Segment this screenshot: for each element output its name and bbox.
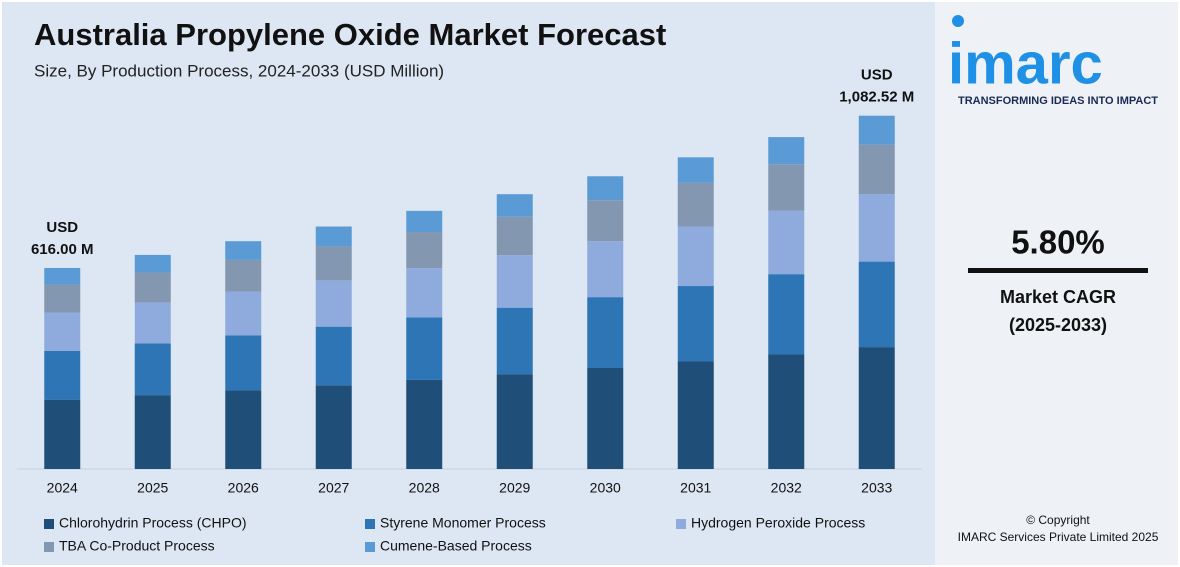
x-tick-label: 2032 (771, 480, 802, 496)
copyright: © Copyright (1026, 513, 1090, 527)
bar-segment (134, 272, 171, 303)
total-annotation: USD (46, 219, 78, 236)
chart-subtitle: Size, By Production Process, 2024-2033 (… (34, 61, 444, 80)
x-tick-label: 2029 (499, 480, 530, 496)
cagr-period: (2025-2033) (1009, 315, 1107, 335)
legend-label: Chlorohydrin Process (CHPO) (59, 515, 247, 531)
total-annotation: 616.00 M (31, 241, 94, 258)
total-annotation: 1,082.52 M (839, 89, 914, 106)
bar-segment (134, 254, 171, 273)
bar-segment (315, 385, 352, 469)
bar-segment (134, 302, 171, 344)
bar-segment (587, 367, 624, 469)
bar-segment (225, 390, 262, 469)
bar-segment (677, 286, 714, 362)
bar-segment (134, 395, 171, 469)
bar-segment (496, 194, 533, 217)
cagr-value: 5.80% (1011, 224, 1105, 261)
bar-segment (406, 232, 443, 269)
bar-segment (768, 274, 805, 355)
bar-segment (225, 241, 262, 260)
bar-segment (858, 144, 895, 195)
bar-segment (496, 374, 533, 469)
x-tick-label: 2033 (861, 480, 892, 496)
bar-segment (858, 261, 895, 348)
bar-segment (587, 241, 624, 298)
bar-segment (677, 226, 714, 287)
tagline: TRANSFORMING IDEAS INTO IMPACT (958, 95, 1158, 107)
logo: imarc (948, 31, 1103, 96)
chart-title: Australia Propylene Oxide Market Forecas… (34, 17, 666, 52)
x-tick-label: 2026 (228, 480, 259, 496)
bar-segment (858, 115, 895, 145)
legend-swatch (365, 542, 375, 552)
bar-segment (134, 343, 171, 396)
bar-segment (315, 280, 352, 327)
bar-segment (587, 297, 624, 368)
bar-segment (858, 347, 895, 469)
bar-segment (44, 267, 81, 285)
bar-segment (858, 194, 895, 262)
bar-segment (406, 210, 443, 233)
bar-segment (768, 137, 805, 165)
bar-segment (225, 259, 262, 292)
logo-dot (952, 15, 964, 27)
side-panel (935, 2, 1178, 565)
x-tick-label: 2031 (680, 480, 711, 496)
x-tick-label: 2027 (318, 480, 349, 496)
bar-segment (44, 399, 81, 469)
x-tick-label: 2025 (137, 480, 168, 496)
legend-swatch (44, 542, 54, 552)
total-annotation: USD (861, 67, 893, 84)
bar-segment (768, 164, 805, 211)
bar-segment (768, 354, 805, 469)
x-tick-label: 2028 (409, 480, 440, 496)
cagr-label: Market CAGR (1000, 287, 1116, 307)
bar-segment (406, 268, 443, 318)
bar-segment (677, 157, 714, 183)
bar-segment (496, 307, 533, 375)
bar-segment (44, 312, 81, 351)
bar-segment (44, 350, 81, 400)
legend-swatch (44, 519, 54, 529)
bar-segment (225, 291, 262, 336)
bar-segment (496, 216, 533, 256)
legend-swatch (676, 519, 686, 529)
bar-segment (677, 361, 714, 469)
legend-label: TBA Co-Product Process (59, 538, 215, 554)
x-tick-label: 2024 (47, 480, 78, 496)
bar-segment (44, 284, 81, 313)
legend-swatch (365, 519, 375, 529)
bar-segment (587, 176, 624, 201)
legend-label: Styrene Monomer Process (380, 515, 546, 531)
bar-segment (315, 226, 352, 247)
bar-segment (768, 210, 805, 275)
bar-segment (406, 317, 443, 380)
bar-segment (225, 335, 262, 391)
bar-segment (496, 255, 533, 308)
legend-label: Hydrogen Peroxide Process (691, 515, 865, 531)
legend-label: Cumene-Based Process (380, 538, 532, 554)
bar-segment (587, 200, 624, 242)
bar-segment (315, 246, 352, 281)
company: IMARC Services Private Limited 2025 (958, 530, 1159, 544)
x-tick-label: 2030 (590, 480, 621, 496)
bar-segment (315, 326, 352, 386)
bar-segment (406, 379, 443, 469)
bar-segment (677, 182, 714, 227)
cagr-divider (968, 268, 1148, 273)
